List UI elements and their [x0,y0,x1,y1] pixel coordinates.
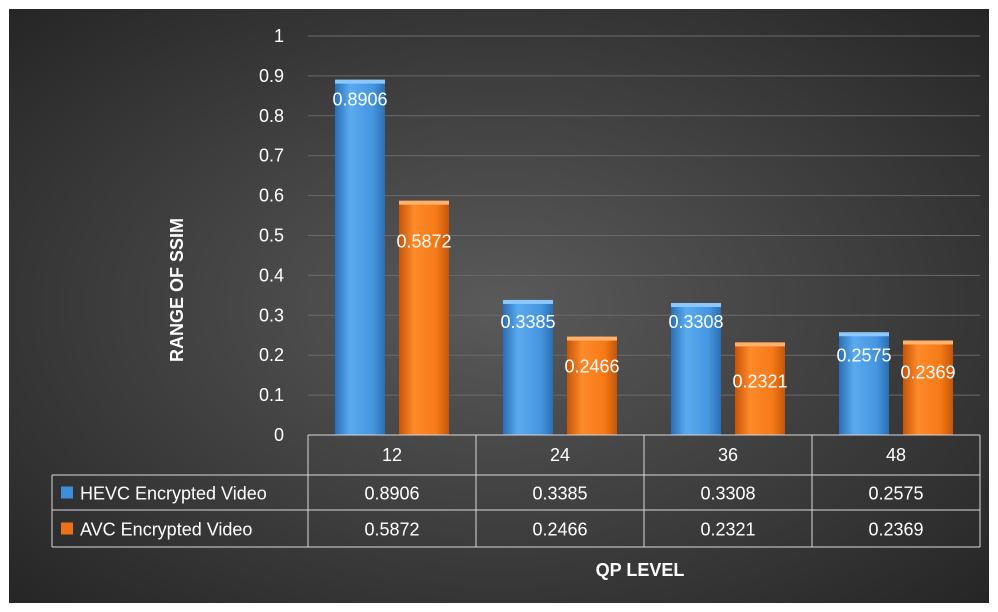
bar-hevc [839,332,889,435]
bar-hevc [335,79,385,435]
bar-top-highlight [567,336,617,341]
y-tick-label: 0.3 [259,305,284,325]
bar-body [335,79,385,435]
data-label: 0.3308 [668,312,723,332]
bar-avc [735,342,785,435]
table-cell: 0.3385 [532,484,587,504]
data-labels: 0.8906 0.3385 0.3308 0.2575 0.5872 0.2466 0.23… [332,90,955,392]
bar-body [567,336,617,435]
y-tick-label: 0.7 [259,146,284,166]
x-tick-label: 24 [550,445,570,465]
bar-top-highlight [503,299,553,304]
data-label: 0.8906 [332,90,387,110]
data-label: 0.2321 [732,371,787,391]
y-tick-label: 0.9 [259,66,284,86]
table-cell: 0.2321 [700,520,755,540]
y-tick-label: 0.4 [259,265,284,285]
bars [335,79,953,435]
x-tick-label: 36 [718,445,738,465]
y-tick-label: 0 [274,425,284,445]
x-tick-label: 48 [886,445,906,465]
bar-body [671,303,721,435]
bar-top-highlight [735,342,785,347]
bar-top-highlight [839,332,889,337]
bar-avc [399,200,449,435]
bar-top-highlight [671,303,721,308]
data-label: 0.2575 [836,345,891,365]
legend-swatch-avc [61,522,73,535]
y-tick-label: 0.2 [259,345,284,365]
bar-top-highlight [399,200,449,205]
y-tick-label: 0.5 [259,226,284,246]
bar-body [839,332,889,435]
table-cell: 0.3308 [700,484,755,504]
legend-label: AVC Encrypted Video [80,520,252,540]
plot-background [9,9,989,603]
y-tick-label: 0.6 [259,186,284,206]
bar-body [903,340,953,435]
bar-top-highlight [903,340,953,345]
table-cell: 0.2575 [868,484,923,504]
bar-avc [903,340,953,435]
bar-body [399,200,449,435]
legend-swatch-hevc [61,486,73,499]
table-cell: 0.8906 [364,484,419,504]
y-axis-ticks: 0 0.1 0.2 0.3 0.4 0.5 0.6 0.7 0.8 0.9 1 [259,26,284,445]
legend-label: HEVC Encrypted Video [80,484,267,504]
table-cell: 0.5872 [364,520,419,540]
data-table: 12 24 36 48 HEVC Encrypted Video 0.8906 0.3385… [51,434,981,548]
bar-top-highlight [335,79,385,84]
y-tick-label: 0.1 [259,385,284,405]
bar-body [735,342,785,435]
y-tick-label: 1 [274,26,284,46]
bar-avc [567,336,617,435]
y-axis-title: RANGE OF SSIM [167,218,187,362]
x-axis-title: QP LEVEL [596,560,685,580]
table-cell: 0.2369 [868,520,923,540]
bar-hevc [671,303,721,435]
table-cell: 0.2466 [532,520,587,540]
data-label: 0.3385 [500,312,555,332]
bar-hevc [503,299,553,435]
data-label: 0.2369 [900,362,955,382]
y-tick-label: 0.8 [259,106,284,126]
bar-body [503,299,553,435]
data-label: 0.5872 [396,232,451,252]
data-label: 0.2466 [564,357,619,377]
x-tick-label: 12 [382,445,402,465]
